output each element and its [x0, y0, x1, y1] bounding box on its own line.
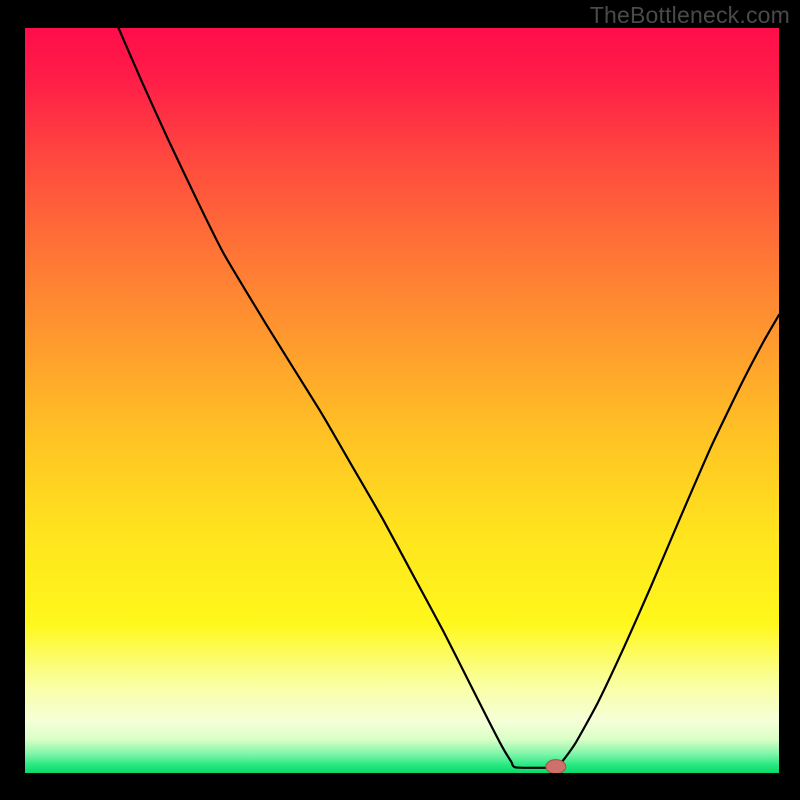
bottleneck-chart [25, 28, 779, 773]
chart-background [25, 28, 779, 773]
chart-svg [25, 28, 779, 773]
optimum-marker [546, 760, 566, 773]
chart-frame: TheBottleneck.com [0, 0, 800, 800]
watermark-text: TheBottleneck.com [590, 2, 790, 29]
